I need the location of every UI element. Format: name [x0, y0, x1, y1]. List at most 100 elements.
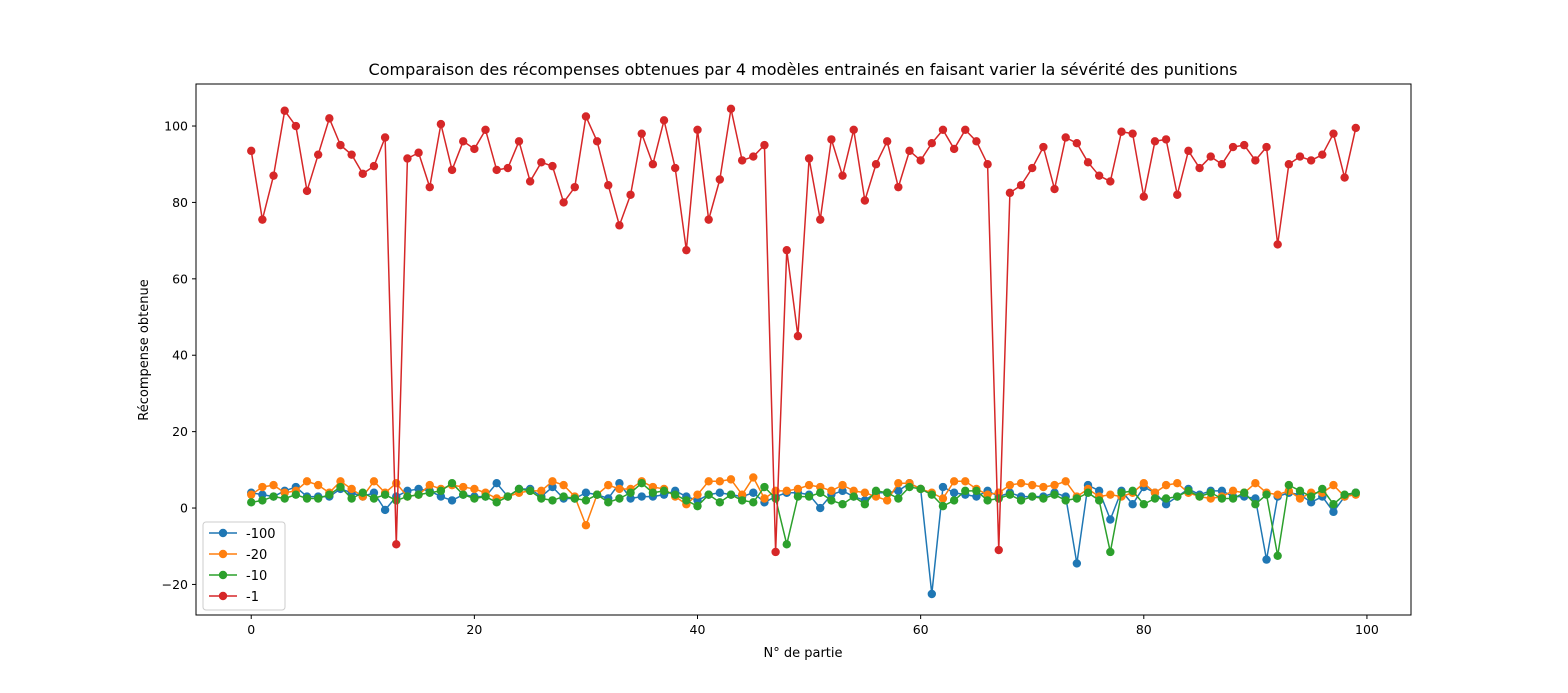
- data-point: [1184, 486, 1193, 496]
- data-point: [537, 158, 546, 167]
- data-point: [313, 480, 323, 490]
- data-point: [916, 484, 925, 494]
- data-point: [459, 490, 468, 499]
- data-point: [436, 119, 446, 129]
- data-point: [860, 500, 870, 509]
- data-point: [1262, 490, 1271, 499]
- series-layer: [247, 104, 1360, 599]
- data-point: [749, 488, 758, 497]
- data-point: [1318, 484, 1327, 494]
- data-point: [1117, 127, 1126, 136]
- data-point: [258, 482, 267, 492]
- data-point: [1050, 480, 1059, 490]
- data-point: [659, 116, 669, 125]
- data-point: [336, 482, 345, 492]
- data-point: [392, 496, 401, 505]
- data-point: [682, 496, 691, 505]
- data-point: [615, 221, 624, 230]
- data-point: [604, 181, 613, 190]
- data-point: [1050, 184, 1059, 194]
- data-point: [1351, 488, 1360, 497]
- data-point: [972, 137, 981, 146]
- data-point: [715, 488, 725, 497]
- data-point: [369, 161, 379, 171]
- data-point: [927, 139, 937, 148]
- data-point: [302, 477, 312, 486]
- data-point: [280, 106, 289, 115]
- data-point: [938, 501, 948, 511]
- legend-box: [202, 521, 286, 611]
- data-point: [626, 488, 635, 497]
- data-point: [1072, 494, 1082, 503]
- data-point: [1217, 160, 1227, 169]
- data-point: [704, 215, 713, 224]
- data-point: [1072, 139, 1082, 148]
- data-point: [804, 154, 814, 163]
- data-point: [1295, 486, 1305, 496]
- data-point: [905, 482, 914, 492]
- data-point: [905, 146, 914, 156]
- data-point: [1117, 488, 1126, 497]
- data-point: [1262, 142, 1271, 152]
- data-point: [258, 496, 267, 505]
- data-point: [1161, 135, 1171, 144]
- data-point: [414, 148, 423, 157]
- data-point: [537, 494, 546, 503]
- data-point: [749, 152, 758, 161]
- data-point: [927, 490, 937, 499]
- x-axis: 0 20 40 60 80 100: [247, 615, 1379, 637]
- data-point: [1128, 486, 1137, 496]
- data-point: [1228, 486, 1238, 496]
- data-point: [1273, 490, 1282, 499]
- data-point: [816, 488, 825, 497]
- data-point: [1273, 551, 1282, 560]
- data-point: [1195, 163, 1204, 173]
- data-point: [1284, 480, 1294, 490]
- data-point: [1251, 479, 1260, 488]
- data-point: [938, 482, 948, 492]
- data-point: [1061, 477, 1070, 486]
- data-point: [648, 488, 658, 497]
- data-point: [983, 160, 992, 169]
- legend-marker: [218, 570, 228, 580]
- data-point: [760, 494, 769, 503]
- data-point: [1340, 173, 1349, 182]
- data-point: [1195, 492, 1204, 501]
- data-point: [604, 480, 613, 490]
- data-point: [882, 488, 892, 497]
- data-point: [525, 486, 535, 496]
- data-point: [247, 146, 256, 156]
- data-point: [492, 165, 501, 175]
- data-point: [548, 482, 557, 492]
- data-point: [436, 486, 446, 496]
- x-tick-label: 80: [1136, 622, 1152, 637]
- legend-marker: [218, 591, 228, 601]
- data-point: [715, 175, 725, 184]
- data-point: [693, 490, 702, 499]
- data-point: [659, 486, 669, 496]
- data-point: [670, 163, 680, 173]
- data-point: [1251, 156, 1260, 165]
- data-point: [392, 479, 401, 488]
- y-tick-label: −20: [162, 577, 188, 592]
- data-point: [626, 190, 635, 199]
- data-point: [347, 150, 356, 159]
- data-point: [1039, 494, 1048, 503]
- data-point: [369, 477, 379, 486]
- data-point: [313, 494, 323, 503]
- data-point: [447, 165, 457, 175]
- data-point: [871, 160, 881, 169]
- legend-label: -10: [246, 569, 267, 584]
- data-point: [726, 475, 736, 484]
- data-point: [860, 488, 870, 497]
- data-point: [470, 484, 479, 494]
- data-point: [693, 501, 702, 511]
- y-tick-label: 0: [180, 501, 188, 516]
- data-point: [336, 140, 345, 150]
- data-point: [1206, 488, 1215, 497]
- legend-marker: [218, 528, 228, 538]
- legend-item: -100: [209, 527, 276, 542]
- data-point: [894, 479, 903, 488]
- data-point: [1083, 488, 1093, 497]
- data-point: [949, 144, 959, 154]
